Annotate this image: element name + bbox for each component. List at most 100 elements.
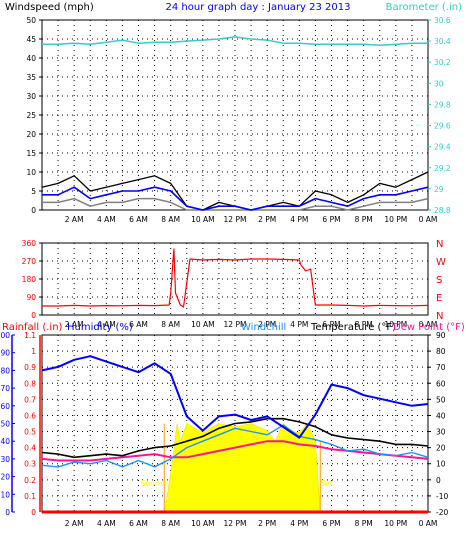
wind-panel-x-tick-label: 10 PM: [384, 215, 407, 224]
rainfall-tick-label: 0.1: [24, 492, 36, 501]
barometer-tick-label: 30.6: [434, 16, 451, 25]
barometer-tick-label: 30.4: [434, 37, 451, 46]
dew-point-line: [41, 440, 429, 462]
rainfall-tick-label: 1: [31, 347, 36, 356]
direction-panel-x-tick-label: 2 PM: [258, 320, 276, 329]
rainfall-tick-label: 0.7: [24, 395, 36, 404]
temperature-tick-label: 80: [436, 347, 446, 356]
sunset-annotation: Set: [321, 479, 333, 488]
direction-panel-x-tick-label: 0 AM: [419, 320, 438, 329]
direction-panel-x-tick-label: 10 PM: [384, 320, 407, 329]
rainfall-tick-label: 0.2: [24, 476, 36, 485]
rainfall-tick-label: 1.1: [24, 331, 36, 340]
humidity-tick-label: 0: [5, 508, 10, 517]
wind-panel-x-tick-label: 4 PM: [290, 215, 308, 224]
temperature-tick-label: 30: [436, 428, 446, 437]
windspeed-tick-label: 30: [26, 92, 36, 101]
wind-panel-x-tick-label: 0 AM: [419, 215, 438, 224]
humidity-line: [41, 355, 429, 439]
wind-panel-x-tick-label: 4 AM: [97, 215, 116, 224]
rainfall-axis-title: Rainfall (.in): [2, 322, 63, 333]
compass-direction-label: S: [436, 275, 442, 286]
windspeed-tick-label: 40: [26, 54, 36, 63]
climate-panel-x-tick-label: 12 PM: [224, 519, 247, 528]
barometer-tick-label: 29.4: [434, 143, 451, 152]
compass-direction-label: N: [436, 239, 443, 250]
barometer-tick-label: 29.8: [434, 100, 451, 109]
wind-panel-x-tick-label: 2 PM: [258, 215, 276, 224]
wind-panel-x-tick-label: 8 AM: [161, 215, 180, 224]
direction-panel-x-tick-label: 8 AM: [161, 320, 180, 329]
climate-panel-x-tick-label: 10 PM: [384, 519, 407, 528]
wind-panel-x-tick-label: 8 PM: [355, 215, 373, 224]
wind-panel-x-tick-label: 12 PM: [224, 215, 247, 224]
climate-panel-x-tick-label: 4 AM: [97, 519, 116, 528]
direction-panel-x-tick-label: 12 PM: [224, 320, 247, 329]
barometer-tick-label: 30.2: [434, 58, 451, 67]
barometer-tick-label: 28.8: [434, 206, 451, 215]
humidity-tick-label: 90: [0, 349, 10, 358]
climate-panel-x-tick-label: 2 PM: [258, 519, 276, 528]
temperature-tick-label: 40: [436, 411, 446, 420]
humidity-tick-label: 10: [0, 490, 10, 499]
windspeed-tick-label: 50: [26, 16, 36, 25]
dewpoint-label: Dew Point (°F): [393, 322, 465, 333]
climate-panel-x-tick-label: 8 AM: [161, 519, 180, 528]
wind-panel-x-tick-label: 2 AM: [65, 215, 84, 224]
temperature-tick-label: -10: [436, 492, 448, 501]
rainfall-tick-label: 0.9: [24, 363, 36, 372]
climate-panel-x-tick-label: 10 AM: [191, 519, 215, 528]
compass-direction-label: N: [436, 311, 443, 322]
temperature-axis-title: Temperature (°F): [310, 322, 396, 333]
wind-average-line: [42, 186, 429, 211]
barometer-tick-label: 29.2: [434, 164, 451, 173]
barometer-axis-title: Barometer (.in): [386, 2, 462, 13]
direction-degree-label: 360: [22, 239, 37, 248]
climate-panel-x-tick-label: 8 PM: [355, 519, 373, 528]
windspeed-tick-label: 10: [26, 168, 36, 177]
temperature-tick-label: 0: [436, 476, 441, 485]
climate-panel-x-tick-label: 4 PM: [290, 519, 308, 528]
humidity-tick-label: 80: [0, 366, 10, 375]
temperature-tick-label: -20: [436, 508, 448, 517]
climate-panel-x-tick-label: 6 PM: [322, 519, 340, 528]
direction-degree-label: 0: [31, 311, 36, 320]
wind-direction-line: [42, 248, 429, 308]
rainfall-tick-label: 0.5: [24, 428, 36, 437]
windchill-line: [41, 424, 429, 468]
wind-panel-x-tick-label: 6 AM: [129, 215, 148, 224]
windchill-label: Windchill: [241, 322, 286, 333]
direction-degree-label: 90: [26, 293, 36, 302]
chart-title: 24 hour graph day : January 23 2013: [166, 2, 351, 13]
climate-panel-x-tick-label: 2 AM: [65, 519, 84, 528]
humidity-axis-title: Humidity (%): [67, 322, 133, 333]
windspeed-tick-label: 35: [26, 73, 36, 82]
rainfall-tick-label: 0.4: [24, 444, 36, 453]
rainfall-tick-label: 0: [31, 508, 36, 517]
windspeed-axis-title: Windspeed (mph): [5, 2, 94, 13]
direction-panel-x-tick-label: 4 PM: [290, 320, 308, 329]
humidity-tick-label: 50: [0, 420, 10, 429]
humidity-tick-label: 40: [0, 437, 10, 446]
wind-panel-x-tick-label: 10 AM: [191, 215, 215, 224]
direction-panel-x-tick-label: 2 AM: [65, 320, 84, 329]
humidity-tick-label: 70: [0, 384, 10, 393]
temperature-tick-label: 10: [436, 460, 446, 469]
direction-panel-x-tick-label: 10 AM: [191, 320, 215, 329]
sunrise-annotation: Sunrise: [141, 479, 169, 488]
compass-direction-label: E: [436, 293, 442, 304]
temperature-tick-label: 90: [436, 331, 446, 340]
windspeed-tick-label: 45: [26, 35, 36, 44]
barometer-tick-label: 30: [434, 79, 444, 88]
rainfall-tick-label: 0.8: [24, 379, 36, 388]
windspeed-tick-label: 20: [26, 130, 36, 139]
rainfall-tick-label: 0.3: [24, 460, 36, 469]
temperature-tick-label: 50: [436, 395, 446, 404]
humidity-tick-label: 30: [0, 455, 10, 464]
windspeed-tick-label: 25: [26, 111, 36, 120]
direction-panel-x-tick-label: 8 PM: [355, 320, 373, 329]
barometer-tick-label: 29.6: [434, 122, 451, 131]
wind-panel-x-tick-label: 6 PM: [322, 215, 340, 224]
humidity-tick-label: 20: [0, 473, 10, 482]
